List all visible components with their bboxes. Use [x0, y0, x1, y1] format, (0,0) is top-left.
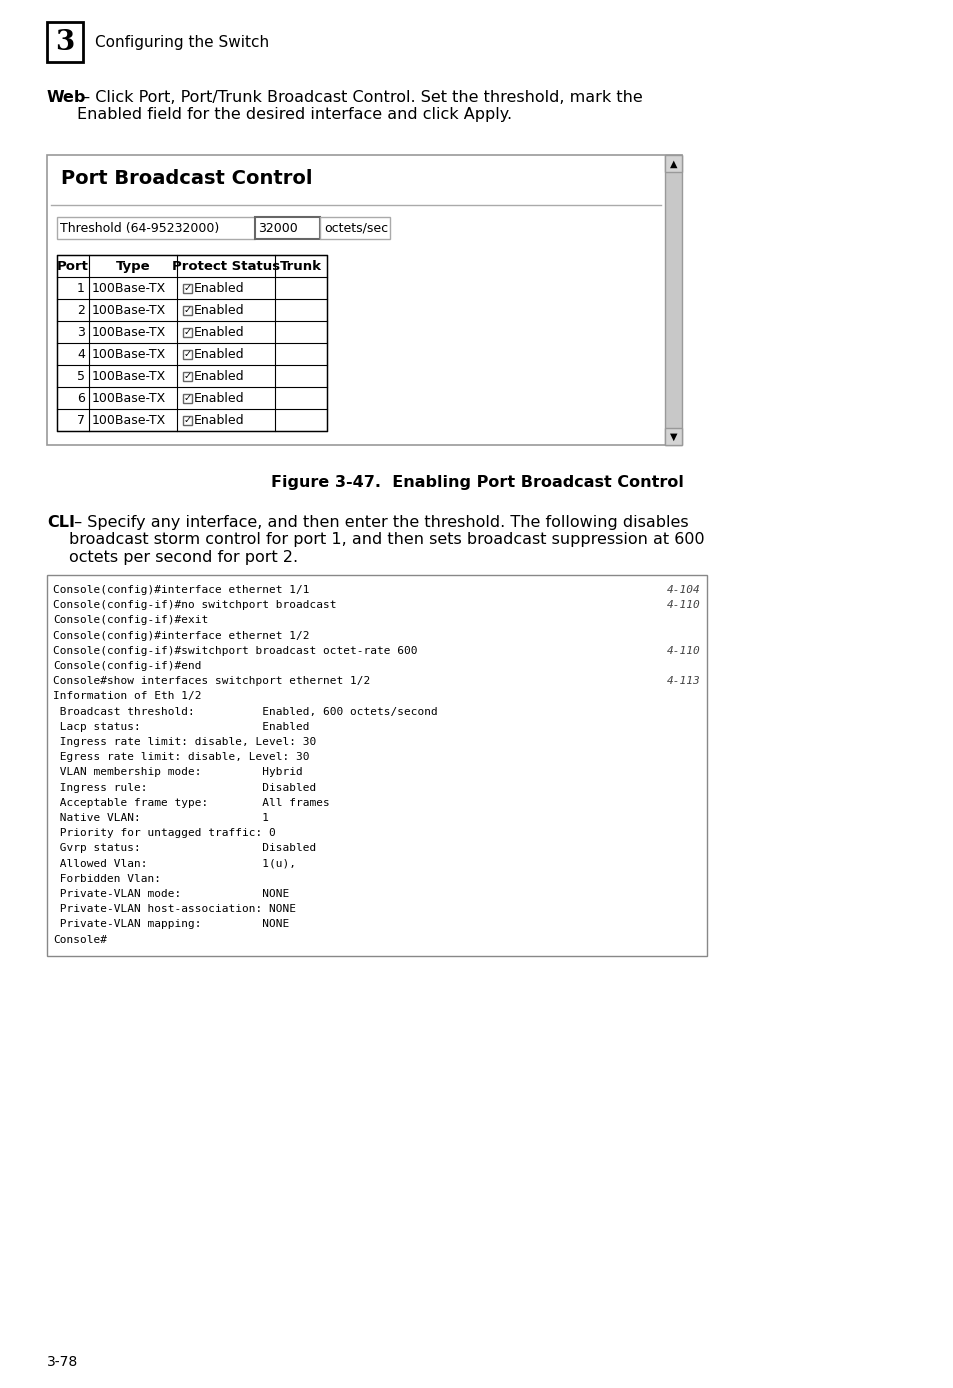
Text: Console(config-if)#end: Console(config-if)#end — [53, 661, 201, 670]
Bar — [47, 575, 706, 956]
Bar — [664, 155, 681, 172]
Text: 4: 4 — [77, 347, 85, 361]
Text: Port: Port — [57, 260, 89, 272]
Bar — [183, 350, 192, 358]
Text: Ingress rule:                 Disabled: Ingress rule: Disabled — [53, 783, 315, 793]
Text: Enabled: Enabled — [193, 304, 244, 316]
Text: ✓: ✓ — [183, 415, 192, 425]
Text: 4-113: 4-113 — [666, 676, 700, 686]
Text: octets/sec: octets/sec — [324, 222, 388, 235]
Bar — [57, 217, 254, 239]
Text: Configuring the Switch: Configuring the Switch — [95, 35, 269, 50]
Text: 100Base-TX: 100Base-TX — [91, 347, 166, 361]
Text: Enabled: Enabled — [193, 369, 244, 383]
Text: – Click Port, Port/Trunk Broadcast Control. Set the threshold, mark the
Enabled : – Click Port, Port/Trunk Broadcast Contr… — [77, 90, 642, 122]
Text: Web: Web — [47, 90, 87, 105]
Text: 100Base-TX: 100Base-TX — [91, 326, 166, 339]
Text: Egress rate limit: disable, Level: 30: Egress rate limit: disable, Level: 30 — [53, 752, 309, 762]
Bar — [183, 415, 192, 425]
Text: Private-VLAN mapping:         NONE: Private-VLAN mapping: NONE — [53, 919, 289, 930]
Text: 6: 6 — [77, 391, 85, 404]
Text: Port Broadcast Control: Port Broadcast Control — [61, 169, 313, 187]
Bar — [183, 283, 192, 293]
Text: 3: 3 — [55, 29, 74, 56]
Bar — [183, 305, 192, 315]
Text: 100Base-TX: 100Base-TX — [91, 369, 166, 383]
Text: Console(config-if)#exit: Console(config-if)#exit — [53, 615, 208, 626]
Bar — [254, 217, 319, 239]
Text: 100Base-TX: 100Base-TX — [91, 282, 166, 294]
Text: ✓: ✓ — [183, 328, 192, 337]
Text: Priority for untagged traffic: 0: Priority for untagged traffic: 0 — [53, 829, 275, 838]
Bar — [47, 155, 681, 446]
Text: Console(config)#interface ethernet 1/2: Console(config)#interface ethernet 1/2 — [53, 630, 309, 641]
Text: Private-VLAN host-association: NONE: Private-VLAN host-association: NONE — [53, 904, 295, 915]
Text: Lacp status:                  Enabled: Lacp status: Enabled — [53, 722, 309, 731]
Text: Native VLAN:                  1: Native VLAN: 1 — [53, 813, 269, 823]
Text: Protect Status: Protect Status — [172, 260, 280, 272]
Bar — [664, 428, 681, 446]
Text: Console#: Console# — [53, 934, 107, 945]
Text: Console(config-if)#switchport broadcast octet-rate 600: Console(config-if)#switchport broadcast … — [53, 645, 417, 655]
Text: Information of Eth 1/2: Information of Eth 1/2 — [53, 691, 201, 701]
Text: ✓: ✓ — [183, 371, 192, 380]
Text: ▲: ▲ — [669, 158, 677, 168]
Text: 2: 2 — [77, 304, 85, 316]
Bar — [319, 217, 390, 239]
Text: ✓: ✓ — [183, 283, 192, 293]
Text: Threshold (64-95232000): Threshold (64-95232000) — [60, 222, 219, 235]
Bar — [183, 394, 192, 403]
Text: Enabled: Enabled — [193, 347, 244, 361]
Text: ▼: ▼ — [669, 432, 677, 441]
Text: Broadcast threshold:          Enabled, 600 octets/second: Broadcast threshold: Enabled, 600 octets… — [53, 706, 437, 716]
Text: Type: Type — [115, 260, 151, 272]
Text: Ingress rate limit: disable, Level: 30: Ingress rate limit: disable, Level: 30 — [53, 737, 315, 747]
Text: CLI: CLI — [47, 515, 75, 530]
Text: Gvrp status:                  Disabled: Gvrp status: Disabled — [53, 844, 315, 854]
Text: 4-110: 4-110 — [666, 645, 700, 655]
Text: 7: 7 — [77, 414, 85, 426]
Text: 32000: 32000 — [257, 222, 297, 235]
Bar — [47, 22, 83, 62]
Text: Console#show interfaces switchport ethernet 1/2: Console#show interfaces switchport ether… — [53, 676, 370, 686]
Text: Trunk: Trunk — [280, 260, 322, 272]
Text: Enabled: Enabled — [193, 326, 244, 339]
Text: Console(config-if)#no switchport broadcast: Console(config-if)#no switchport broadca… — [53, 600, 336, 611]
Text: Acceptable frame type:        All frames: Acceptable frame type: All frames — [53, 798, 330, 808]
Text: Allowed Vlan:                 1(u),: Allowed Vlan: 1(u), — [53, 859, 295, 869]
Text: 3: 3 — [77, 326, 85, 339]
Text: 4-110: 4-110 — [666, 600, 700, 611]
Text: ✓: ✓ — [183, 305, 192, 315]
Text: Figure 3-47.  Enabling Port Broadcast Control: Figure 3-47. Enabling Port Broadcast Con… — [271, 475, 682, 490]
Text: Enabled: Enabled — [193, 391, 244, 404]
Text: Forbidden Vlan:: Forbidden Vlan: — [53, 874, 161, 884]
Text: VLAN membership mode:         Hybrid: VLAN membership mode: Hybrid — [53, 768, 302, 777]
Bar — [183, 328, 192, 336]
Text: Enabled: Enabled — [193, 282, 244, 294]
Text: ✓: ✓ — [183, 348, 192, 359]
Text: 4-104: 4-104 — [666, 584, 700, 595]
Text: 5: 5 — [77, 369, 85, 383]
Text: 3-78: 3-78 — [47, 1355, 78, 1369]
Bar — [664, 155, 681, 446]
Text: 1: 1 — [77, 282, 85, 294]
Text: Private-VLAN mode:            NONE: Private-VLAN mode: NONE — [53, 888, 289, 899]
Text: 100Base-TX: 100Base-TX — [91, 414, 166, 426]
Text: ✓: ✓ — [183, 393, 192, 403]
Bar — [57, 255, 327, 432]
Text: Console(config)#interface ethernet 1/1: Console(config)#interface ethernet 1/1 — [53, 584, 309, 595]
Text: – Specify any interface, and then enter the threshold. The following disables
br: – Specify any interface, and then enter … — [69, 515, 704, 565]
Text: 100Base-TX: 100Base-TX — [91, 304, 166, 316]
Text: Enabled: Enabled — [193, 414, 244, 426]
Text: 100Base-TX: 100Base-TX — [91, 391, 166, 404]
Bar — [183, 372, 192, 380]
